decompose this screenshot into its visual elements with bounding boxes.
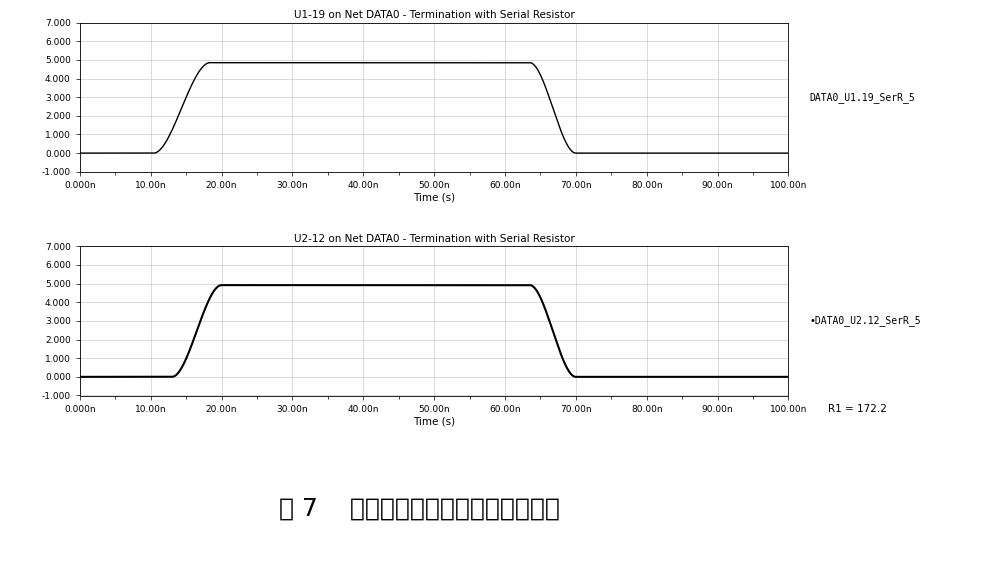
Title: U2-12 on Net DATA0 - Termination with Serial Resistor: U2-12 on Net DATA0 - Termination with Se… xyxy=(293,234,575,244)
Title: U1-19 on Net DATA0 - Termination with Serial Resistor: U1-19 on Net DATA0 - Termination with Se… xyxy=(293,10,575,20)
Text: DATA0_U1.19_SerR_5: DATA0_U1.19_SerR_5 xyxy=(809,92,915,103)
Text: 图 7    终端匹配以后的信号反射仿真图: 图 7 终端匹配以后的信号反射仿真图 xyxy=(278,497,560,520)
Text: •DATA0_U2.12_SerR_5: •DATA0_U2.12_SerR_5 xyxy=(809,315,921,327)
Text: R1 = 172.2: R1 = 172.2 xyxy=(828,404,887,414)
X-axis label: Time (s): Time (s) xyxy=(413,416,455,427)
X-axis label: Time (s): Time (s) xyxy=(413,193,455,203)
